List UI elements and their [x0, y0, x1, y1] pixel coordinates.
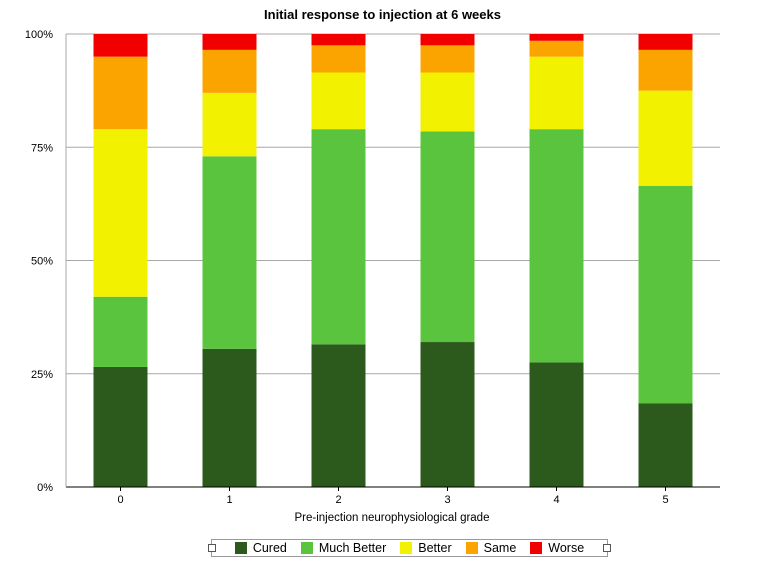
y-tick-label: 75% [31, 142, 53, 154]
bar-segment [93, 296, 148, 367]
legend-label: Better [418, 541, 452, 555]
bar-segment [311, 34, 366, 46]
legend-item: Worse [530, 541, 584, 555]
x-tick-label: 4 [553, 494, 559, 506]
bar-segment [93, 366, 148, 487]
bar-segment [311, 129, 366, 345]
bar-segment [420, 45, 475, 73]
bar-segment [638, 49, 693, 91]
bar-segment [93, 56, 148, 130]
x-tick-label: 1 [226, 494, 232, 506]
gridlines [66, 33, 720, 375]
legend: Cured Much Better Better Same Worse [208, 539, 611, 557]
y-tick-label: 0% [37, 482, 53, 494]
y-tick-label: 100% [25, 29, 53, 41]
legend-swatch [530, 542, 543, 554]
legend-handle-right[interactable] [603, 544, 611, 552]
bar-segment [420, 131, 475, 343]
bar-segment [311, 344, 366, 487]
axes: 0% 25% 50% 75% 100% 0 1 2 3 4 5 [25, 29, 720, 506]
bar-segment [420, 342, 475, 487]
bar-segment [202, 34, 257, 50]
x-tick-label: 5 [662, 494, 668, 506]
bar-segment [638, 90, 693, 186]
legend-item: Same [465, 541, 517, 555]
x-axis-title: Pre-injection neurophysiological grade [295, 512, 490, 524]
bars [93, 34, 693, 487]
x-tick-label: 0 [117, 494, 123, 506]
bar-segment [311, 72, 366, 130]
legend-label: Much Better [318, 541, 387, 555]
y-tick-label: 50% [31, 256, 53, 268]
bar-segment [638, 34, 693, 50]
bar-segment [529, 362, 584, 487]
x-tick-label: 2 [335, 494, 341, 506]
bar-segment [420, 34, 475, 46]
bar-segment [93, 129, 148, 297]
legend-swatch [300, 542, 313, 554]
bar-segment [311, 45, 366, 73]
bar-segment [202, 156, 257, 349]
legend-label: Cured [252, 541, 287, 555]
legend-label: Worse [548, 541, 585, 555]
legend-label: Same [483, 541, 517, 555]
legend-item: Cured [234, 541, 287, 555]
legend-item: Much Better [300, 541, 387, 555]
x-tick-label: 3 [444, 494, 450, 506]
bar-segment [420, 72, 475, 132]
legend-swatch [234, 542, 247, 554]
bar-segment [638, 185, 693, 404]
legend-swatch [400, 542, 413, 554]
bar-segment [93, 34, 148, 57]
y-tick-label: 25% [31, 369, 53, 381]
bar-segment [202, 92, 257, 157]
bar-segment [529, 40, 584, 57]
bar-segment [529, 56, 584, 130]
legend-item: Better [400, 541, 452, 555]
chart-title: Initial response to injection at 6 weeks [264, 7, 501, 22]
bar-segment [202, 49, 257, 93]
bar-segment [638, 403, 693, 487]
bar-segment [529, 34, 584, 41]
legend-handle-left[interactable] [208, 544, 216, 552]
legend-swatch [465, 542, 478, 554]
bar-segment [529, 129, 584, 363]
bar-segment [202, 348, 257, 487]
